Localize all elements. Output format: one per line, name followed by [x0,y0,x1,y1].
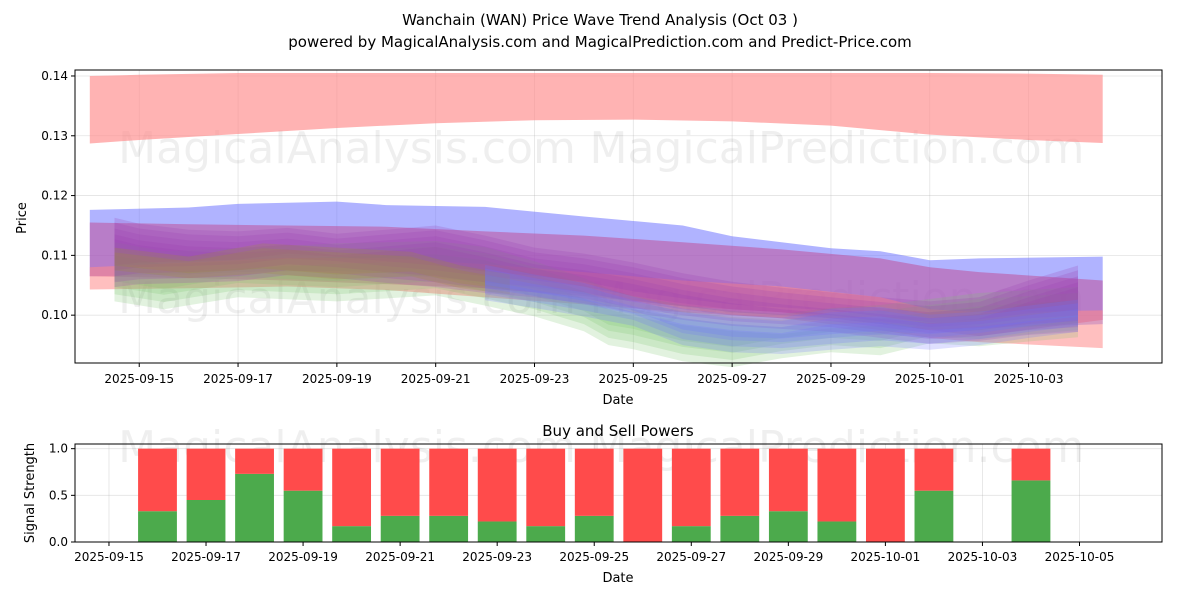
band-green-wave-layer-1 [114,247,1078,353]
price-x-tick-label: 2025-10-03 [994,372,1064,386]
sell-bar [865,448,905,542]
sell-bar [914,448,954,491]
buy-bar [526,526,566,542]
buy-bar [768,511,808,542]
buy-bar [235,473,274,542]
band-green-wave-layer-3 [114,241,1078,347]
price-x-tick-label: 2025-09-29 [796,372,866,386]
signal-y-tick-label: 0.5 [49,488,68,502]
price-x-tick-label: 2025-09-17 [203,372,273,386]
signal-panel-title: Buy and Sell Powers [542,422,694,440]
buy-bar [914,490,954,542]
signal-x-ticks: 2025-09-15 2025-09-17 2025-09-19 2025-09-21… [74,542,1114,564]
signal-y-tick-label: 0.0 [49,535,68,549]
buy-bar [720,515,760,542]
buy-bar [380,515,420,542]
sell-bar [1011,448,1051,481]
signal-x-tick-label: 2025-10-05 [1045,550,1115,564]
signal-x-tick-label: 2025-09-21 [365,550,435,564]
price-y-tick-label: 0.13 [41,129,68,143]
band-blue-wave-layer-3 [485,264,1079,339]
signal-bars [138,448,1051,542]
price-y-ticks: 0.10 0.11 0.12 0.13 0.14 [41,69,75,322]
price-y-axis-label: Price [15,202,30,234]
signal-x-tick-label: 2025-09-29 [753,550,823,564]
signal-axes-frame [74,443,1163,543]
buy-bar [1011,480,1051,542]
price-x-tick-label: 2025-09-19 [302,372,372,386]
band-purple-wave-layer-1 [114,222,1078,328]
signal-x-axis-label: Date [602,571,633,586]
band-upper-red-band [89,73,1103,144]
band-olive-wave [114,248,510,295]
sell-bar [574,448,614,516]
buy-bar [671,526,711,542]
price-x-axis-label: Date [602,393,633,408]
buy-bar [817,521,857,542]
sell-bar [283,448,323,491]
sell-bar [526,448,566,527]
price-y-tick-label: 0.10 [41,308,68,322]
price-y-tick-label: 0.12 [41,189,68,203]
signal-y-axis-label: Signal Strength [23,443,38,543]
sell-bar [817,448,857,522]
signal-x-tick-label: 2025-09-15 [74,550,144,564]
price-x-ticks: 2025-09-15 2025-09-17 2025-09-19 2025-09-21… [104,363,1063,386]
band-purple-wave-layer-3 [114,217,1078,323]
signal-x-tick-label: 2025-09-17 [171,550,241,564]
sell-bar [235,448,274,474]
chart-title: Wanchain (WAN) Price Wave Trend Analysis… [402,11,798,29]
price-x-tick-label: 2025-09-27 [697,372,767,386]
band-olive-wave-layer-1 [114,243,510,290]
signal-y-ticks: 0.0 0.5 1.0 [49,442,75,549]
price-x-tick-label: 2025-09-15 [104,372,174,386]
sell-bar [332,448,372,527]
price-x-tick-label: 2025-09-21 [401,372,471,386]
buy-bar [429,515,469,542]
buy-bar [332,526,372,542]
band-lower-red-band [89,257,1103,349]
band-purple-wave-layer-2 [114,234,1078,340]
price-x-tick-label: 2025-09-25 [598,372,668,386]
band-purple-wave [114,228,1078,334]
sell-bar [138,448,177,512]
sell-bar [186,448,226,500]
band-blue-wave [485,274,1079,349]
band-green-wave-layer-2 [114,261,1078,368]
signal-x-tick-label: 2025-09-19 [268,550,338,564]
buy-bar [186,500,226,542]
buy-bar [574,515,614,542]
band-purple-wave-layer-4 [114,239,1078,344]
buy-bar [283,490,323,542]
price-x-tick-label: 2025-09-23 [500,372,570,386]
signal-x-tick-label: 2025-09-25 [559,550,629,564]
band-blue-wave-layer-2 [485,280,1079,354]
price-y-tick-label: 0.11 [41,248,68,262]
signal-x-tick-label: 2025-09-27 [656,550,726,564]
sell-bar [671,448,711,527]
signal-x-tick-label: 2025-10-01 [851,550,921,564]
sell-bar [380,448,420,516]
sell-bar [623,448,663,542]
signal-x-tick-label: 2025-10-03 [948,550,1018,564]
chart-subtitle: powered by MagicalAnalysis.com and Magic… [288,33,912,51]
signal-panel: Buy and Sell Powers MagicalAnalysis.com … [23,422,1163,586]
sell-bar [429,448,469,516]
sell-bar [768,448,808,512]
signal-y-tick-label: 1.0 [49,442,68,456]
sell-bar [477,448,517,522]
signal-x-tick-label: 2025-09-23 [462,550,532,564]
price-x-tick-label: 2025-10-01 [895,372,965,386]
buy-bar [477,521,517,542]
sell-bar [720,448,760,516]
buy-bar [138,511,177,542]
price-axes-frame [74,69,1163,364]
price-y-tick-label: 0.14 [41,69,68,83]
price-bands [89,73,1103,368]
band-blue-wave-layer-1 [485,268,1079,343]
price-panel: MagicalAnalysis.com MagicalPrediction.co… [15,69,1163,408]
band-green-wave [114,254,1078,360]
